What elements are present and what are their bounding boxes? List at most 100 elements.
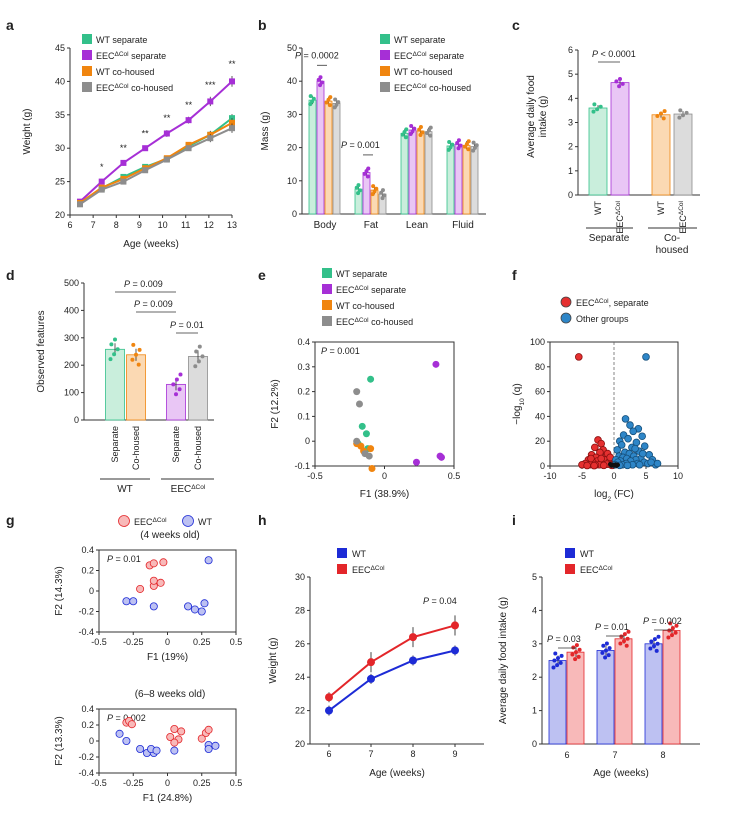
d-category-label: Co-housed [193, 426, 203, 470]
i-p-value-label: P = 0.01 [595, 622, 629, 632]
g2-y-tick-label: 0.2 [81, 720, 94, 730]
b-p-value-label-part: P [341, 140, 347, 150]
b-p-value-label-part: = 0.001 [347, 140, 380, 150]
d-p-value-label-part: = 0.01 [176, 320, 204, 330]
f-neutral-point [611, 463, 617, 468]
c-group-label-line2: housed [656, 245, 689, 256]
a-y-tick-label: 40 [55, 76, 65, 86]
d-data-dot [196, 359, 201, 364]
f-blue-point [635, 460, 644, 469]
c-data-dot [678, 108, 683, 113]
d-y-tick-label: 200 [64, 360, 79, 370]
b-p-value-label: P = 0.001 [341, 140, 380, 150]
b-bar [470, 146, 479, 215]
b-data-dot [382, 193, 387, 198]
a-legend-label-part: ΔCol [115, 51, 130, 58]
g1-x-tick-label: -0.25 [123, 637, 144, 647]
g-legend-swatch [182, 515, 194, 527]
d-data-dot [134, 352, 138, 357]
i-data-dot [571, 645, 576, 650]
g2-blue-point [136, 745, 145, 754]
g-legend-label: EECΔCol [134, 517, 167, 528]
d-data-dot [200, 354, 205, 359]
a-significance-star: ** [163, 113, 171, 123]
d-p-value-label-part: = 0.009 [140, 299, 173, 309]
b-y-axis-title: Mass (g) [260, 112, 271, 151]
b-legend-swatch [380, 82, 390, 92]
e-data-point [357, 442, 365, 450]
c-bar [610, 82, 630, 196]
h-data-point [325, 693, 333, 702]
e-legend-swatch [322, 268, 332, 278]
g1-red-point [159, 558, 168, 567]
h-y-tick-label: 30 [295, 572, 305, 582]
h-data-point [451, 646, 459, 655]
f-x-tick-label: -5 [578, 471, 586, 481]
b-data-dot [308, 94, 313, 99]
b-data-dot [428, 125, 433, 130]
d-data-dot [130, 357, 135, 362]
b-legend-label: WT separate [394, 35, 445, 45]
g2-blue-point [115, 729, 124, 738]
f-red-point [597, 454, 605, 463]
h-x-tick-label: 9 [452, 749, 457, 759]
b-data-dot [365, 174, 370, 179]
c-bar [651, 114, 671, 196]
g2-red-point [166, 733, 175, 742]
b-data-dot [450, 142, 455, 147]
a-x-tick-label: 12 [204, 220, 214, 230]
i-legend-swatch [565, 564, 575, 574]
b-bar [400, 132, 409, 215]
f-y-axis-title-part: −log [512, 406, 523, 425]
d-data-dot [178, 372, 183, 377]
e-data-point [362, 430, 370, 438]
i-data-dot [622, 632, 627, 637]
a-legend-label-part: EEC [96, 83, 115, 93]
g2-red-point [170, 738, 179, 747]
d-y-tick-label: 100 [64, 388, 79, 398]
c-category-label-part: EEC [615, 215, 625, 234]
f-y-tick-label: 60 [535, 387, 545, 397]
h-y-tick-label: 26 [295, 639, 305, 649]
c-data-dot [684, 110, 689, 115]
b-legend-label-part: separate [427, 51, 465, 61]
g2-red-point [197, 734, 206, 743]
d-bar [188, 356, 208, 421]
c-category-label-part: EEC [678, 215, 688, 234]
g1-red-point [156, 578, 165, 587]
i-category-label: 7 [612, 750, 617, 760]
f-red-point [574, 353, 583, 361]
a-legend-label-part: ΔCol [115, 83, 130, 90]
g2-x-tick-label: 0 [165, 778, 170, 788]
i-p-value-label-part: = 0.03 [553, 634, 581, 644]
g2-blue-point [170, 746, 179, 755]
g1-blue-point [197, 607, 206, 616]
a-data-point [142, 167, 149, 174]
c-data-dot [662, 109, 667, 114]
e-legend-label-part: EEC [336, 317, 355, 327]
i-data-dot [607, 646, 612, 651]
c-p-value-label-part: < 0.0001 [598, 49, 636, 59]
c-bar [673, 113, 693, 196]
c-y-axis-title-line1: Average daily food [526, 75, 537, 158]
e-y-tick-label: 0 [305, 436, 310, 446]
i-data-dot [626, 629, 631, 634]
i-data-dot [555, 663, 560, 668]
e-data-point [412, 458, 420, 466]
f-legend-label-part: Other groups [576, 314, 629, 324]
g2-y-axis-title: F2 (13.3%) [54, 716, 65, 765]
b-data-dot [336, 100, 341, 105]
a-legend-label-part: WT separate [96, 35, 147, 45]
f-x-axis-title-part: log [594, 489, 607, 500]
c-data-dot [592, 102, 597, 107]
a-x-tick-label: 11 [181, 220, 190, 230]
h-y-tick-label: 24 [295, 672, 305, 682]
c-category-label-part: ΔCol [615, 200, 622, 215]
c-data-dot [595, 107, 600, 112]
e-data-point [353, 437, 361, 445]
i-data-dot [652, 644, 656, 649]
a-data-point [185, 117, 192, 124]
b-data-dot [328, 95, 333, 100]
c-data-dot [655, 113, 660, 118]
i-legend-label-part: WT [580, 549, 594, 559]
